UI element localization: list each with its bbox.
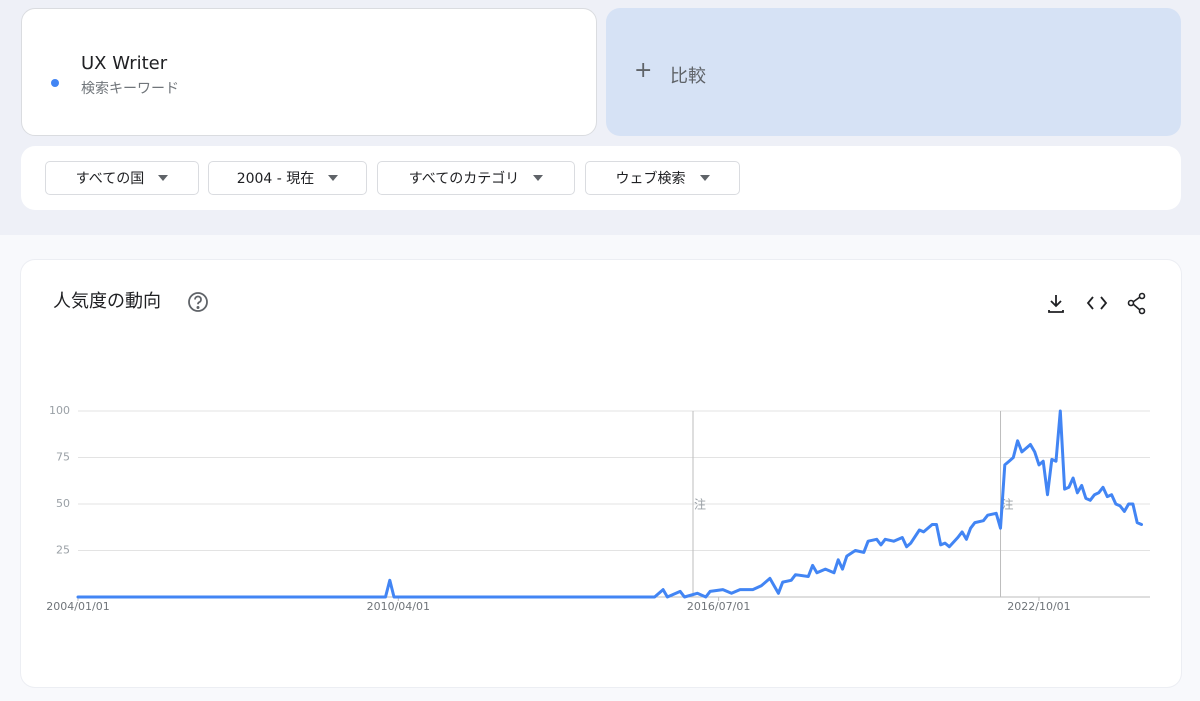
chart-title: 人気度の動向	[53, 291, 161, 312]
x-tick-label: 2022/10/01	[1007, 600, 1070, 613]
share-icon[interactable]	[1127, 292, 1146, 315]
plus-icon: +	[634, 58, 653, 83]
y-tick-label: 50	[56, 497, 70, 510]
series-dot	[51, 79, 59, 87]
filter-label: ウェブ検索	[615, 171, 686, 187]
filter-button[interactable]: 2004 - 現在	[208, 161, 367, 195]
filter-button[interactable]: ウェブ検索	[585, 161, 740, 195]
compare-label: 比較	[670, 66, 706, 87]
search-subtitle: 検索キーワード	[81, 81, 179, 97]
filter-label: すべてのカテゴリ	[408, 171, 520, 187]
dropdown-arrow	[699, 175, 710, 181]
embed-icon[interactable]	[1086, 296, 1108, 310]
filter-label: すべての国	[75, 171, 145, 187]
trend-line	[76, 409, 1143, 599]
annotation-label: 注	[694, 497, 706, 512]
download-icon[interactable]	[1048, 295, 1064, 313]
x-tick-label: 2010/04/01	[367, 600, 430, 613]
filter-button[interactable]: すべてのカテゴリ	[377, 161, 575, 195]
dropdown-arrow	[328, 175, 339, 181]
x-tick-label: 2004/01/01	[46, 600, 109, 613]
chart-card	[21, 260, 1181, 687]
y-tick-label: 100	[49, 404, 70, 417]
filter-button[interactable]: すべての国	[45, 161, 199, 195]
dropdown-arrow	[158, 175, 169, 181]
y-tick-label: 25	[56, 544, 70, 557]
filter-label: 2004 - 現在	[236, 171, 315, 187]
x-tick-label: 2016/07/01	[687, 600, 750, 613]
dropdown-arrow	[533, 175, 544, 181]
annotation-label: 注	[1002, 497, 1014, 512]
y-tick-label: 75	[56, 451, 70, 464]
search-term-card[interactable]: UX Writer 検索キーワード	[21, 8, 597, 136]
help-icon[interactable]	[188, 292, 208, 312]
compare-card[interactable]: + 比較	[606, 8, 1181, 136]
search-term: UX Writer	[81, 53, 168, 74]
